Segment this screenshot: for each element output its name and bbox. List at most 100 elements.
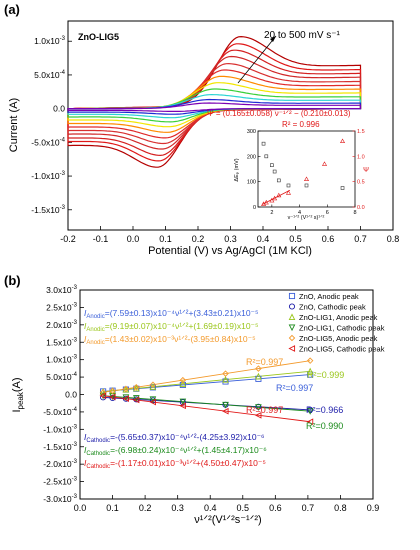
r2-label: R²=0.966 (306, 405, 343, 415)
b-y-tick-label: 2.5x10-3 (46, 302, 78, 312)
peak-point (149, 398, 156, 406)
inset-content: 2 4 6 8 0 100 200 300 0.0 0.5 1.0 1.5 (247, 129, 365, 216)
b-y-tick-label-mantissa: 2.0x10 (46, 320, 72, 330)
inset-y-left-tick-label: 100 (247, 180, 256, 186)
legend-label: ZnO-LIG1, Cathodic peak (299, 324, 385, 333)
peak-point (306, 357, 314, 364)
inset-x-tick-label: 6 (326, 210, 329, 216)
panel-b-label: (b) (4, 273, 21, 288)
r2-label: R²=0.997 (276, 383, 313, 393)
fit-equation-body: =-(5.65±0.37)x10⁻⁴ν¹ᐟ²-(4.25±3.92)x10⁻⁶ (110, 432, 265, 442)
cv-curve (67, 102, 362, 112)
panel-a-label: (a) (4, 2, 20, 17)
fit-equation-i: I (84, 308, 87, 318)
inset-deltaEp-point (270, 163, 274, 167)
peak-point (254, 411, 262, 419)
fit-equation-subscript: Anodic (86, 340, 104, 346)
a-y-tick-label-exponent: -3 (60, 205, 66, 211)
peak-point (179, 398, 187, 406)
a-y-tick-label: -5.0x10-4 (31, 137, 65, 147)
b-y-tick-label: -3.0x10-3 (43, 494, 77, 504)
panel-a-sample-label: ZnO-LIG5 (78, 32, 119, 42)
inset-y-left-label: ΔEₚ (mV) (234, 158, 240, 181)
b-y-tick-label-exponent: -3 (72, 494, 78, 500)
fit-equation-i: I (84, 458, 87, 468)
inset-deltaEp-point (276, 178, 281, 183)
b-y-tick-label: 3.0x10-3 (46, 285, 78, 295)
b-y-tick-label-exponent: -3 (72, 355, 78, 361)
b-x-tick-label: 0.2 (139, 503, 152, 513)
b-y-tick-label-mantissa: -2.5x10 (43, 477, 72, 487)
fit-equation: IAnodic=(9.19±0.07)x10⁻⁴ν¹ᐟ²+(1.69±0.19)… (84, 321, 259, 333)
b-y-tick-label-exponent: -3 (72, 459, 78, 465)
panel-a-annotation: 20 to 500 mV s⁻¹ (264, 30, 341, 41)
inset-psi-point (322, 161, 328, 166)
inset-deltaEp-point (340, 186, 345, 190)
b-y-tick-label-mantissa: 1.0x10 (46, 355, 72, 365)
fit-equation: ICathodic=-(5.65±0.37)x10⁻⁴ν¹ᐟ²-(4.25±3.… (84, 432, 265, 444)
inset-y-right-tick-label: 1.0 (357, 154, 365, 160)
inset-deltaEp-point (261, 141, 266, 146)
peak-point (307, 406, 314, 413)
peak-point (288, 345, 296, 352)
legend-label: ZnO-LIG5, Cathodic peak (299, 345, 385, 354)
a-y-tick-label-mantissa: 0.0 (53, 104, 65, 114)
peak-point (222, 401, 229, 409)
b-y-tick-label-exponent: -3 (72, 442, 78, 448)
panel-a-arrow-line (237, 35, 277, 84)
b-x-tick-label: 0.8 (334, 503, 347, 513)
peak-point (306, 408, 314, 415)
b-y-tick-label: 0.0 (65, 390, 77, 400)
peak-point (288, 303, 296, 310)
b-y-tick-label: 1.0x10-3 (46, 355, 78, 365)
a-x-tick-label: 0.4 (257, 234, 270, 244)
b-y-tick-label-exponent: -4 (72, 407, 78, 413)
fit-equation-i: I (84, 321, 87, 331)
peak-point (288, 292, 296, 300)
inset-y-left-tick-label: 0 (253, 205, 256, 211)
panel-a-arrow-head (270, 36, 276, 42)
inset-x-label: ν⁻¹ᐟ² (V¹ᐟ² s)¹ᐟ² (288, 214, 325, 221)
fit-equation-subscript: Anodic (86, 314, 104, 320)
peak-point (109, 387, 116, 395)
fit-equation-subscript: Cathodic (86, 464, 110, 470)
b-y-tick-label-exponent: -3 (72, 320, 78, 326)
peak-point (132, 396, 140, 404)
fit-equation-i: I (84, 334, 87, 344)
b-y-tick-label: 1.5x10-3 (46, 337, 78, 347)
inset-y-right-tick-label: 0.5 (357, 180, 365, 186)
a-x-tick-label: -0.1 (93, 234, 109, 244)
fit-equation-subscript: Cathodic (86, 438, 110, 444)
inset-deltaEp-point (272, 169, 277, 174)
fit-equation-body: =(7.59±0.13)x10⁻⁴ν¹ᐟ²+(3.43±0.21)x10⁻⁵ (105, 308, 259, 318)
peak-point (179, 402, 186, 410)
peak-point (307, 371, 314, 378)
a-x-tick-label: 0.1 (159, 234, 172, 244)
b-y-tick-label-mantissa: -1.0x10 (43, 424, 72, 434)
peak-point (133, 384, 140, 391)
inset-psi-point (303, 176, 310, 182)
panel-a-curves (67, 35, 362, 168)
inset-deltaEp-point (304, 183, 309, 188)
legend-label: ZnO-LIG5, Anodic peak (299, 334, 378, 343)
b-y-tick-label: -1.5x10-3 (43, 442, 77, 452)
inset-deltaEp-point (286, 183, 291, 188)
peak-fit-line (103, 360, 311, 393)
inset-x-tick-label: 2 (270, 210, 273, 216)
panel-b-equations: IAnodic=(7.59±0.13)x10⁻⁴ν¹ᐟ²+(3.43±0.21)… (84, 308, 267, 470)
peak-point (108, 393, 116, 401)
peak-point (306, 418, 314, 426)
panel-a-fit-equation: Ψ = (0.165±0.058) ν⁻¹ᐟ² − (0.210±0.013) (207, 109, 351, 118)
a-y-tick-label-mantissa: -5.0x10 (31, 137, 60, 147)
a-x-tick-label: 0.8 (387, 234, 400, 244)
fit-equation-body: =-(1.17±0.01)x10⁻³ν¹ᐟ²+(4.50±0.47)x10⁻⁵ (110, 458, 266, 468)
peak-point (288, 334, 296, 342)
b-y-tick-label-mantissa: -2.0x10 (43, 459, 72, 469)
peak-point (149, 383, 157, 390)
inset-y-left-tick-label: 200 (247, 154, 256, 160)
b-x-tick-label: 0.0 (74, 503, 87, 513)
fit-equation: IAnodic=(1.43±0.02)x10⁻³ν¹ᐟ²-(3.95±0.84)… (84, 334, 256, 346)
legend-label: ZnO, Cathodic peak (299, 303, 366, 312)
